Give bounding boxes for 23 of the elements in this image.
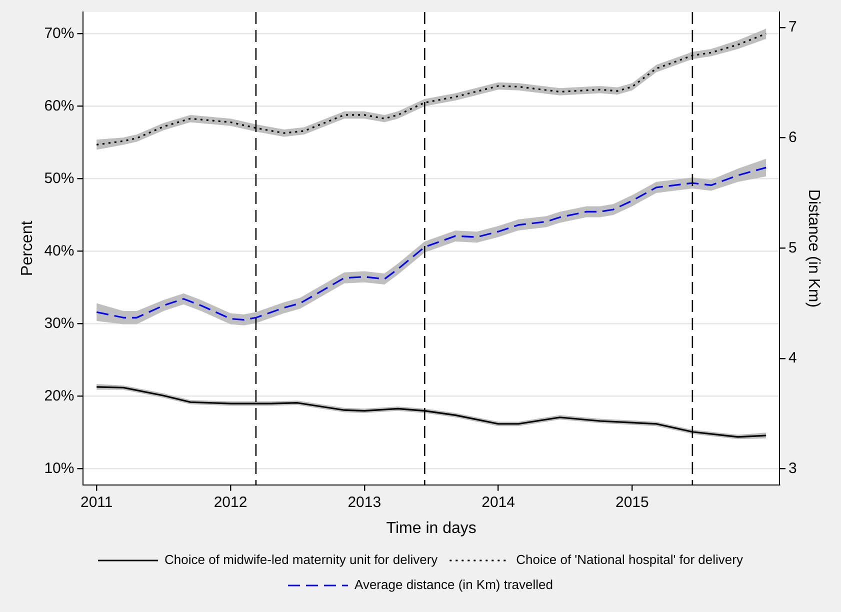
y-tick-label: 70% (44, 24, 74, 42)
y-tick-label: 60% (44, 97, 74, 114)
y-tick-label: 50% (44, 170, 74, 187)
y-tick-label: 10% (44, 460, 74, 477)
x-tick-label: 2014 (482, 494, 515, 511)
legend-label: Choice of 'National hospital' for delivery (516, 552, 744, 568)
x-axis-title: Time in days (386, 520, 476, 537)
legend-label: Choice of midwife-led maternity unit for delivery (164, 552, 438, 568)
y2-tick-label: 5 (788, 239, 797, 256)
y2-axis-title: Distance (in Km) (804, 189, 822, 308)
y-tick-label: 40% (44, 242, 74, 260)
y-tick-label: 20% (44, 387, 74, 404)
x-tick-label: 2015 (615, 494, 649, 511)
y2-tick-label: 4 (788, 350, 797, 367)
y2-tick-label: 7 (788, 18, 797, 36)
legend-label: Average distance (in Km) travelled (354, 577, 553, 592)
x-tick-label: 2013 (348, 494, 382, 511)
y-axis-title: Percent (19, 220, 36, 276)
y2-tick-label: 6 (788, 128, 797, 146)
y-tick-label: 30% (44, 314, 74, 332)
x-tick-label: 2012 (214, 494, 248, 511)
x-tick-label: 2011 (80, 494, 113, 511)
y2-tick-label: 3 (788, 460, 797, 477)
